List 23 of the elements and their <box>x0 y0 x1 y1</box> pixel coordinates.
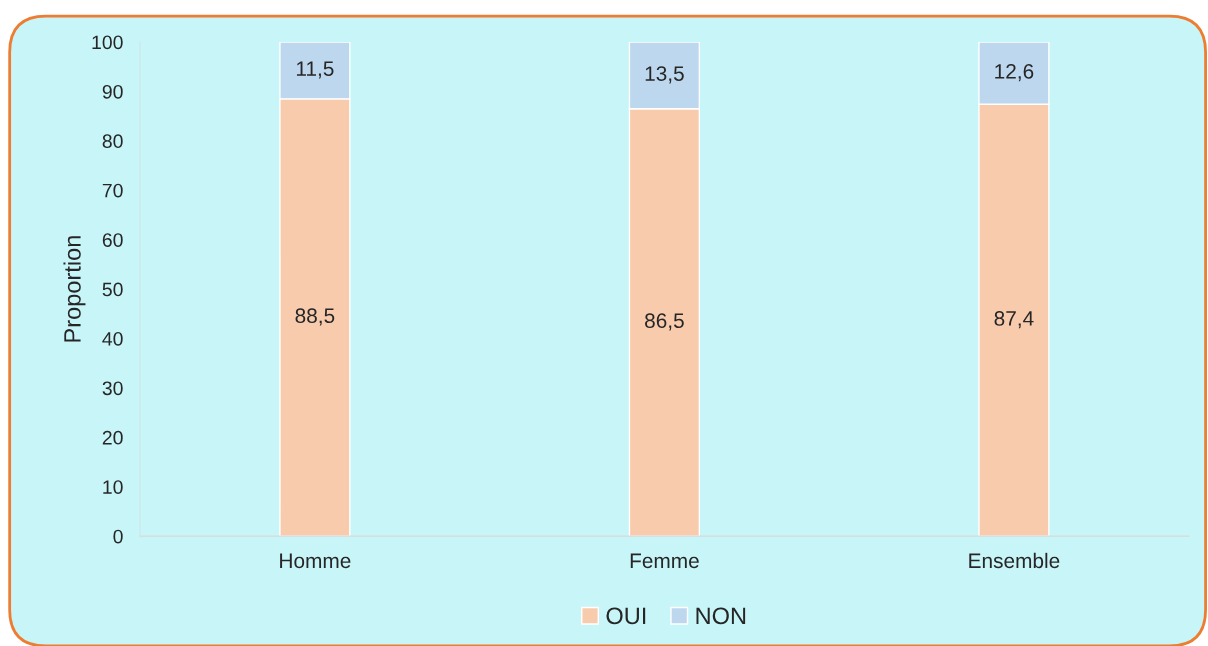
y-tick-label: 0 <box>113 529 123 544</box>
y-tick-label: 30 <box>102 381 123 396</box>
y-tick-label: 70 <box>102 183 123 198</box>
y-tick-label: 100 <box>92 35 123 50</box>
data-label: 13,5 <box>645 66 684 84</box>
data-label: 11,5 <box>296 61 334 79</box>
y-tick-label: 60 <box>102 233 123 247</box>
x-tick-label: Ensemble <box>969 552 1060 569</box>
y-tick-label: 40 <box>102 331 123 346</box>
x-tick-label: Homme <box>280 553 351 569</box>
y-tick-label: 10 <box>103 480 123 494</box>
y-tick-label: 50 <box>102 282 123 297</box>
data-label: 88,5 <box>295 308 335 326</box>
y-tick-label: 90 <box>102 84 123 99</box>
data-label: 87,4 <box>994 311 1034 329</box>
data-label: 86,5 <box>645 313 684 331</box>
legend-label: OUI <box>606 607 646 625</box>
y-tick-label: 80 <box>102 134 123 149</box>
legend-label: NON <box>696 607 746 625</box>
data-label: 12,6 <box>995 63 1034 82</box>
x-tick-label: Femme <box>630 553 699 569</box>
y-axis-title: Proportion <box>63 236 86 342</box>
y-tick-label: 20 <box>102 430 123 445</box>
